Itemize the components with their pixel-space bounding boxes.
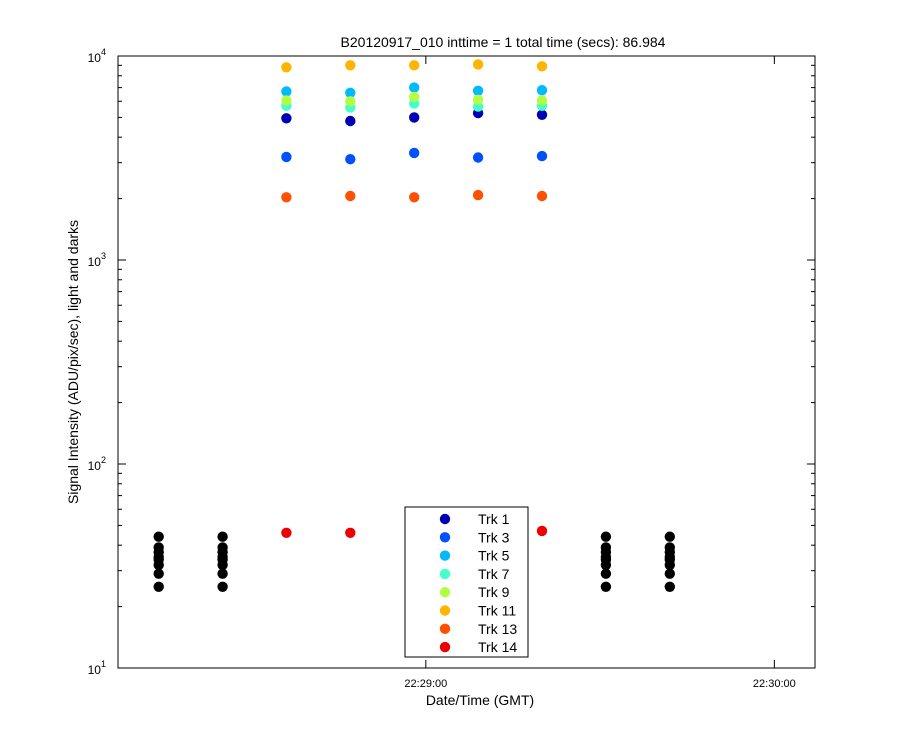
dark-data-point (664, 531, 675, 542)
legend-label: Trk 11 (478, 603, 516, 619)
data-point (345, 115, 356, 127)
data-point (281, 113, 292, 124)
x-tick-label: 22:29:00 (404, 678, 447, 690)
legend-label: Trk 7 (478, 566, 510, 582)
y-tick-label: 103 (88, 251, 106, 269)
dark-data-point (217, 531, 228, 542)
dark-data-point (153, 542, 164, 553)
legend-label: Trk 3 (478, 529, 510, 545)
data-point (345, 87, 356, 99)
y-axis-label: Signal Intensity (ADU/pix/sec), light an… (65, 220, 81, 504)
dark-data-point (217, 568, 228, 579)
data-point (345, 96, 356, 107)
ticks-layer: 101 102 103 104 22:29:00 22:30:00 (88, 47, 815, 690)
data-point (345, 190, 356, 202)
data-point (281, 95, 292, 106)
legend-label: Trk 5 (478, 548, 510, 564)
points-layer (281, 59, 548, 538)
legend-marker (439, 623, 451, 634)
legend-marker (439, 641, 451, 653)
data-point (281, 192, 292, 203)
data-point (536, 109, 548, 121)
data-point (409, 60, 420, 71)
legend-marker (439, 513, 451, 525)
data-point (536, 95, 548, 106)
data-point (536, 85, 548, 96)
legend: Trk 1 Trk 3 Trk 5 Trk 7 Trk 9 Trk 11 Trk 13 Trk… (404, 506, 529, 658)
dark-data-point (153, 531, 164, 542)
y-tick-label: 104 (88, 47, 106, 65)
dark-data-point (600, 531, 612, 542)
data-point (281, 62, 292, 73)
legend-marker (439, 550, 451, 561)
data-point (536, 525, 548, 537)
data-point (409, 192, 420, 203)
dark-data-point (153, 581, 164, 592)
legend-marker (439, 587, 451, 598)
darks-layer (153, 531, 675, 592)
data-point (472, 189, 484, 201)
x-tick-label: 22:30:00 (753, 678, 796, 690)
data-point (409, 82, 420, 93)
axes-frame (117, 55, 816, 669)
dark-data-point (664, 542, 675, 553)
dark-data-point (664, 568, 675, 579)
dark-data-point (600, 542, 612, 553)
legend-box (404, 506, 529, 658)
legend-marker (439, 532, 451, 543)
data-point (281, 527, 292, 538)
data-point (472, 94, 484, 106)
data-point (409, 147, 420, 159)
x-axis-label: Date/Time (GMT) (426, 692, 534, 708)
legend-marker (439, 568, 451, 580)
data-point (536, 190, 548, 202)
chart-title: B20120917_010 inttime = 1 total time (se… (341, 34, 666, 50)
data-point (536, 61, 548, 72)
dark-data-point (153, 568, 164, 579)
data-point (281, 86, 292, 97)
y-tick-label: 102 (88, 455, 106, 473)
data-point (345, 154, 356, 165)
data-point (409, 91, 420, 103)
legend-label: Trk 14 (478, 639, 517, 655)
dark-data-point (600, 581, 612, 592)
y-tick-label: 101 (88, 659, 106, 677)
data-point (536, 150, 548, 162)
legend-marker (439, 605, 451, 616)
data-point (345, 60, 356, 71)
legend-label: Trk 9 (478, 584, 510, 600)
data-point (472, 152, 484, 163)
dark-data-point (217, 542, 228, 553)
data-point (409, 112, 420, 123)
data-point (345, 527, 356, 538)
dark-data-point (664, 581, 675, 592)
legend-label: Trk 1 (478, 511, 510, 527)
legend-label: Trk 13 (478, 621, 517, 637)
legend-items: Trk 1 Trk 3 Trk 5 Trk 7 Trk 9 Trk 11 Trk 13 Trk… (439, 511, 517, 655)
data-point (281, 151, 292, 163)
dark-data-point (600, 568, 612, 579)
dark-data-point (217, 581, 228, 592)
data-point (472, 85, 484, 97)
data-point (472, 59, 484, 70)
